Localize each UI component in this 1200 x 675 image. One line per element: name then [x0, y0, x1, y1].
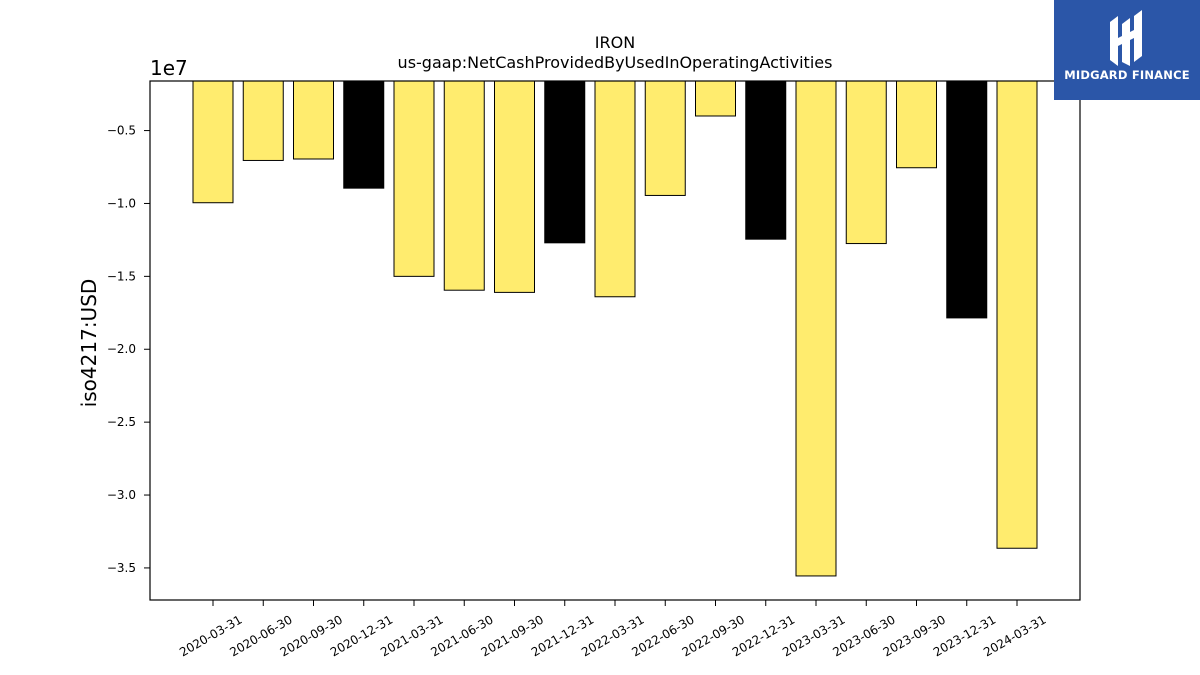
- y-axis-label: iso4217:USD: [77, 279, 101, 408]
- y-tick-label: −3.0: [107, 488, 136, 502]
- chart-title: IRON: [595, 33, 635, 52]
- bar-2022-06-30: [644, 80, 686, 196]
- bar-2023-12-31: [946, 80, 988, 319]
- y-tick-label: −3.5: [107, 561, 136, 575]
- bar-2024-03-31: [996, 80, 1038, 549]
- bars-group: [192, 80, 1038, 577]
- brand-logo: MIDGARD FINANCE: [1054, 0, 1200, 100]
- y-tick-label: −1.5: [107, 269, 136, 283]
- bar-2022-09-30: [695, 80, 736, 117]
- bar-2020-12-31: [343, 80, 385, 189]
- bar-2020-06-30: [242, 80, 284, 161]
- bar-2023-06-30: [845, 80, 887, 245]
- bar-2022-03-31: [594, 80, 636, 298]
- chart-subtitle: us-gaap:NetCashProvidedByUsedInOperating…: [398, 53, 833, 72]
- bar-2021-03-31: [393, 80, 435, 277]
- bar-2023-09-30: [896, 80, 937, 169]
- y-tick-label: −2.0: [107, 342, 136, 356]
- bar-2023-03-31: [795, 80, 837, 577]
- y-axis-ticks: −0.5 −1.0 −1.5 −2.0 −2.5 −3.0 −3.5: [107, 124, 150, 575]
- brand-name: MIDGARD FINANCE: [1064, 68, 1190, 82]
- x-axis-ticks: 2020-03-312020-06-302020-09-302020-12-31…: [177, 600, 1049, 659]
- bar-2020-03-31: [192, 80, 234, 204]
- y-tick-label: −1.0: [107, 196, 136, 210]
- bar-2021-06-30: [443, 80, 485, 291]
- plot-frame: [149, 80, 1081, 601]
- y-tick-label: −0.5: [107, 124, 136, 138]
- bar-2022-12-31: [745, 80, 787, 240]
- bar-2021-12-31: [544, 80, 586, 244]
- bar-2020-09-30: [293, 80, 334, 160]
- y-tick-label: −2.5: [107, 415, 136, 429]
- midgard-logo-icon: [1110, 10, 1142, 66]
- bar-2021-09-30: [494, 80, 535, 293]
- y-scale-label: 1e7: [150, 56, 188, 80]
